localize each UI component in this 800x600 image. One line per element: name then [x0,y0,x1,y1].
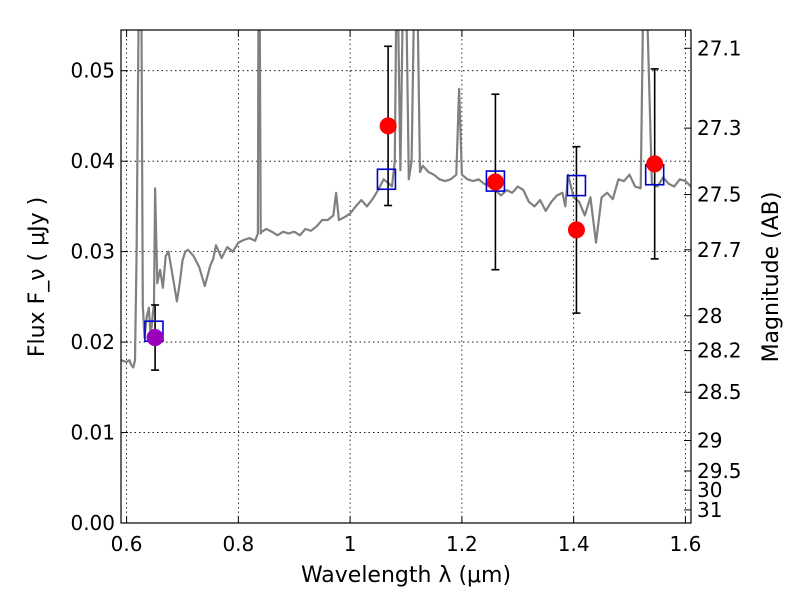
model-band-markers [144,163,665,343]
y-tick-label: 0.05 [70,59,115,83]
x-tick-label: 0.8 [222,532,254,556]
y2-tick-label: 31 [697,498,722,522]
x-tick-label: 0.6 [111,532,143,556]
y-tick-label: 0.04 [70,149,115,173]
plot-area [121,30,691,371]
observed-point [486,173,504,191]
x-tick-label: 1.2 [446,532,478,556]
observed-point [146,329,164,347]
y-tick-label: 0.00 [70,511,115,535]
y-tick-label: 0.01 [70,421,115,445]
y-axis-label: Flux F_ν ( μJy ) [25,197,50,357]
model-band-square [376,168,397,191]
y2-tick-label: 27.3 [697,116,742,140]
y2-tick-label: 27.1 [697,36,742,60]
x-axis-label: Wavelength λ (μm) [301,563,511,588]
y2-tick-label: 28 [697,304,722,328]
y2-tick-label: 30 [697,478,722,502]
observed-points [146,117,664,347]
y-axis-ticks: 0.00 0.01 0.02 0.03 0.04 0.05 [70,59,128,535]
y2-tick-label: 29.5 [697,459,742,483]
observed-point [379,117,397,135]
x-tick-label: 1.4 [558,532,590,556]
x-tick-label: 1 [344,532,357,556]
y2-tick-label: 28.5 [697,380,742,404]
model-band-square [566,174,587,197]
plot-frame [120,29,692,524]
grid-lines [121,30,691,524]
y2-tick-label: 28.2 [697,339,742,363]
observed-point [567,221,585,239]
model-band-square [485,170,506,192]
x-axis-ticks: 0.6 0.8 1 1.2 1.4 1.6 [111,30,702,556]
x-tick-label: 1.6 [670,532,702,556]
y2-tick-label: 27.5 [697,183,742,207]
y2-tick-label: 29 [697,429,722,453]
observed-point [646,155,664,173]
model-spectrum-line [121,30,691,369]
y2-axis-label: Magnitude (AB) [759,192,784,363]
y-tick-label: 0.02 [70,330,115,354]
y-tick-label: 0.03 [70,240,115,264]
y2-tick-label: 27.7 [697,238,742,262]
